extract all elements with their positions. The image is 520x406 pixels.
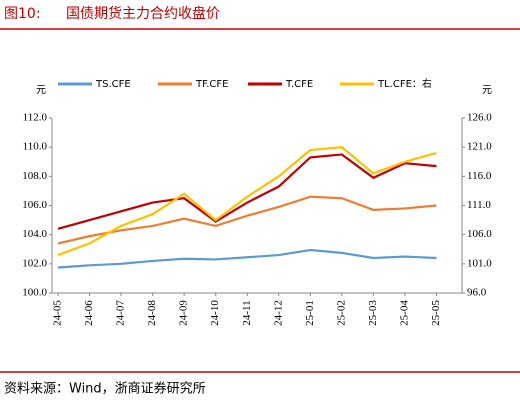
x-tick-label: 24-05	[52, 300, 64, 326]
x-tick-label: 24-08	[146, 300, 158, 326]
x-tick-label: 25-04	[398, 300, 410, 326]
figure-number: 图10:	[4, 6, 41, 22]
legend-label: T.CFE	[285, 79, 313, 90]
legend-label: TF.CFE	[195, 79, 229, 90]
y-unit: 元	[36, 85, 46, 96]
x-tick-label: 25-01	[304, 300, 316, 326]
legend-label: TL.CFE：右	[377, 77, 432, 90]
x-tick-label: 24-09	[178, 300, 190, 326]
chart-title: 国债期货主力合约收盘价	[66, 5, 220, 22]
x-tick-label: 25-03	[367, 300, 379, 326]
series-line	[57, 195, 437, 245]
y2-tick-label: 116.0	[467, 170, 492, 182]
y2-tick-label: 111.0	[467, 199, 491, 211]
legend-label: TS.CFE	[95, 79, 131, 90]
y-tick-label: 102.0	[22, 257, 47, 269]
y2-tick-label: 121.0	[467, 141, 492, 153]
y-tick-label: 110.0	[23, 141, 48, 153]
y2-tick-label: 126.0	[467, 112, 492, 124]
y-tick-label: 100.0	[22, 287, 47, 299]
y-tick-label: 104.0	[22, 228, 47, 240]
y2-tick-label: 96.0	[467, 287, 487, 299]
y-tick-label: 108.0	[22, 170, 47, 182]
series-line	[57, 248, 437, 269]
x-tick-label: 24-11	[241, 300, 253, 325]
series-line	[57, 153, 437, 230]
x-tick-label: 25-02	[335, 300, 347, 326]
y2-tick-label: 101.0	[467, 257, 492, 269]
y-tick-label: 106.0	[22, 199, 47, 211]
x-tick-label: 24-07	[115, 300, 127, 326]
series-line	[57, 146, 437, 257]
y-tick-label: 112.0	[23, 112, 48, 124]
x-tick-label: 25-05	[430, 300, 442, 326]
y2-tick-label: 106.0	[467, 228, 492, 240]
x-tick-label: 24-12	[272, 300, 284, 326]
x-tick-label: 24-10	[209, 300, 221, 326]
source: 资料来源：Wind，浙商证券研究所	[4, 381, 206, 397]
x-tick-label: 24-06	[83, 300, 95, 326]
y2-unit: 元	[482, 85, 492, 96]
